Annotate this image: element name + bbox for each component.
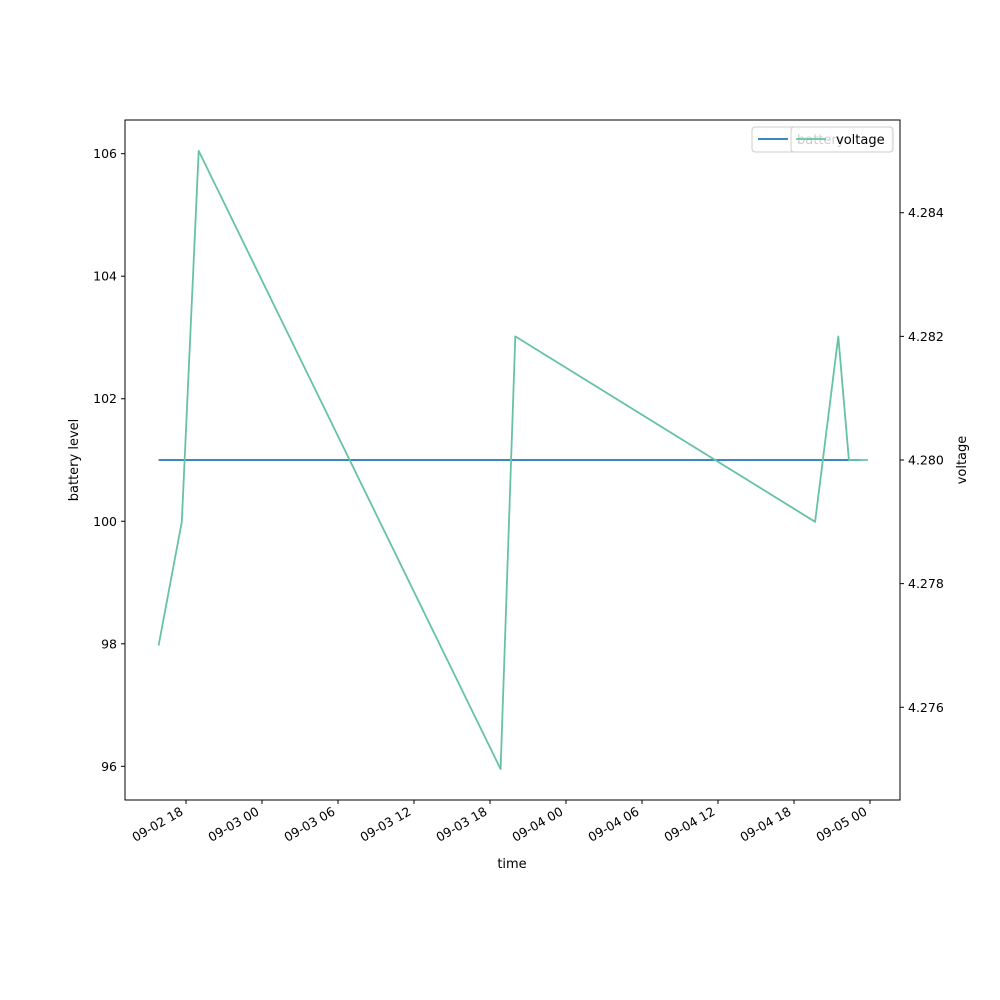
left-y-tick-label: 98: [101, 636, 117, 651]
left-y-tick-label: 96: [101, 759, 117, 774]
x-axis-label: time: [497, 857, 526, 872]
left-y-tick-label: 106: [93, 146, 117, 161]
left-y-axis-label: battery level: [67, 419, 82, 502]
right-y-tick-label: 4.280: [908, 453, 944, 468]
right-y-tick-label: 4.276: [908, 700, 944, 715]
right-y-tick-label: 4.278: [908, 576, 944, 591]
left-y-tick-label: 100: [93, 514, 117, 529]
legend-box-voltage: [790, 126, 894, 153]
legend-label-voltage: voltage: [836, 133, 885, 148]
left-y-tick-label: 102: [93, 391, 117, 406]
right-y-tick-label: 4.282: [908, 329, 944, 344]
series-line-voltage: [157, 149, 868, 770]
right-y-axis-label: voltage: [955, 436, 970, 485]
left-y-tick-label: 104: [93, 269, 117, 284]
right-y-tick-label: 4.284: [908, 205, 944, 220]
